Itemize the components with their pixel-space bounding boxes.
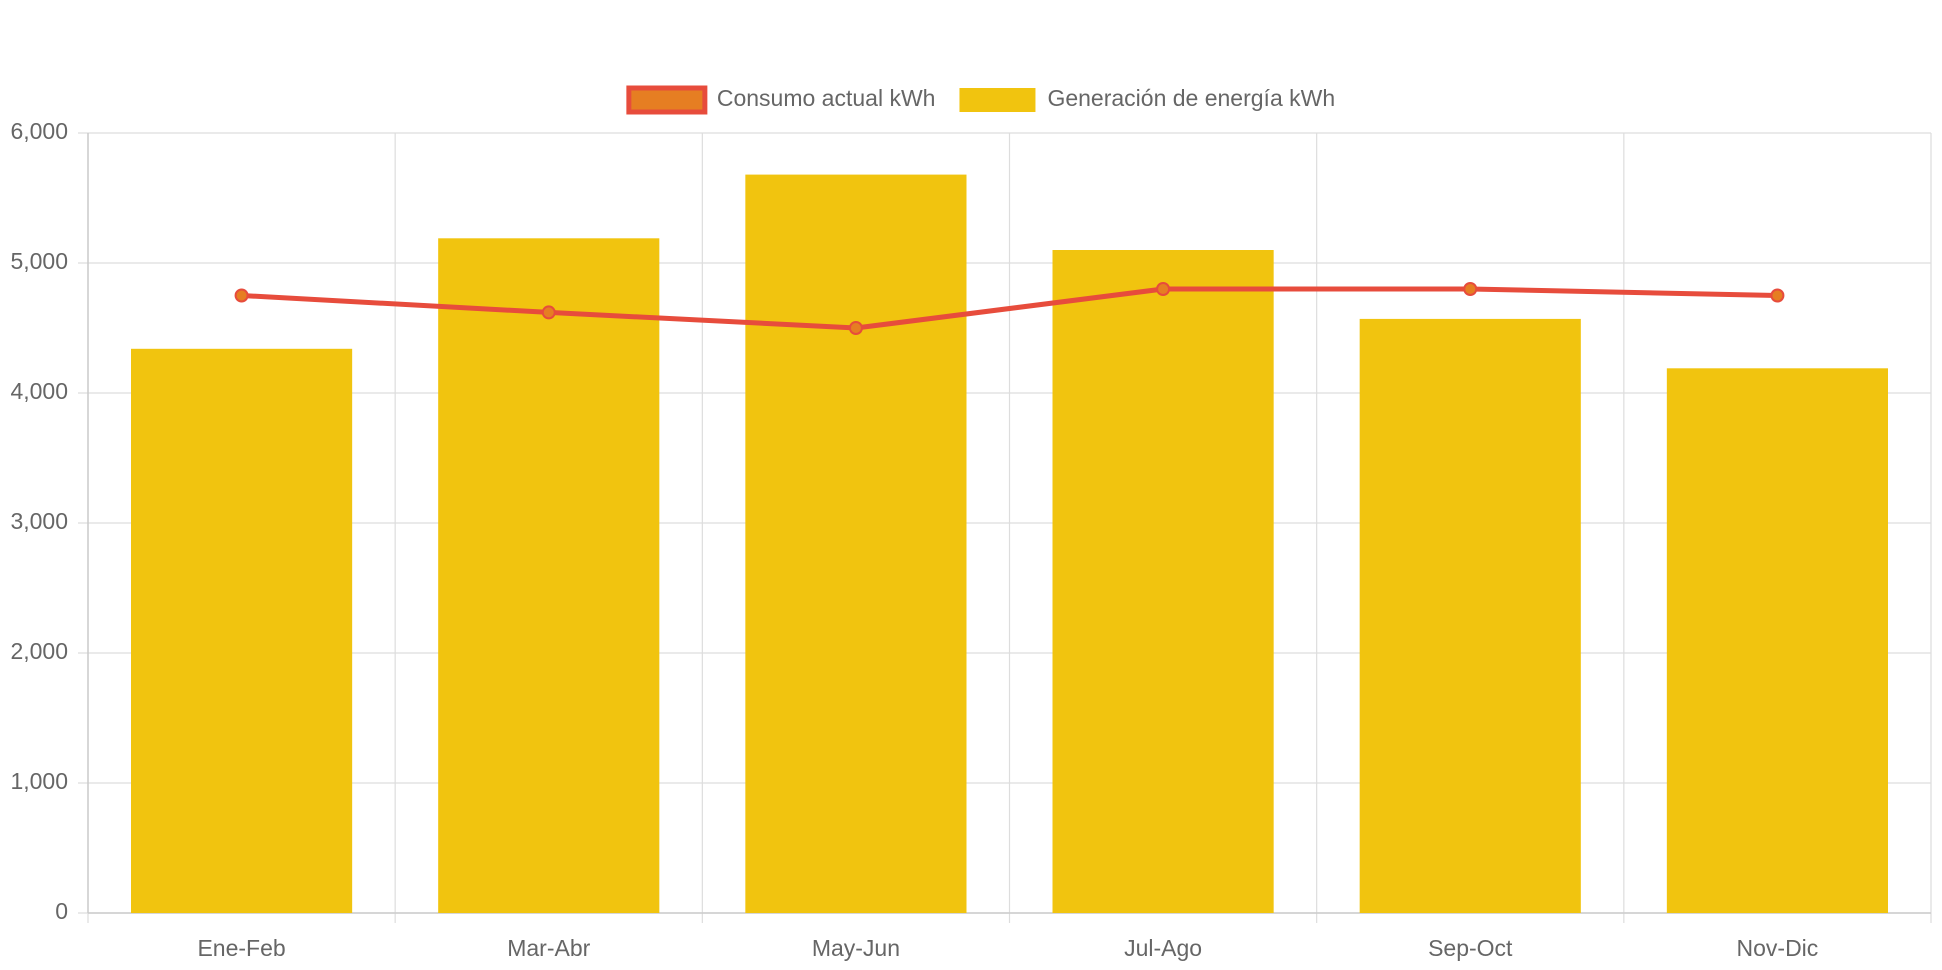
bar: [131, 348, 353, 913]
line-point: [1156, 282, 1171, 296]
legend-swatch: [626, 85, 708, 115]
y-tick-label: 5,000: [10, 248, 68, 274]
x-tick-label: Sep-Oct: [1428, 935, 1513, 961]
x-tick-label: Ene-Feb: [197, 935, 285, 961]
line-point: [848, 321, 863, 335]
y-tick-label: 0: [55, 898, 68, 924]
x-tick-label: Nov-Dic: [1737, 935, 1819, 961]
bar: [438, 238, 660, 914]
line-point: [1770, 288, 1785, 303]
bar: [745, 174, 967, 914]
y-tick-label: 3,000: [10, 508, 68, 534]
legend-label: Generación de energía kWh: [1047, 85, 1335, 111]
x-tick-label: May-Jun: [812, 935, 900, 961]
bar: [1666, 368, 1888, 913]
line-point: [234, 288, 249, 303]
bar: [1359, 318, 1581, 913]
legend-label: Consumo actual kWh: [717, 85, 936, 111]
y-tick-label: 1,000: [10, 768, 68, 794]
x-tick-label: Mar-Abr: [507, 935, 590, 961]
x-tick-label: Jul-Ago: [1124, 935, 1202, 961]
line-point: [1463, 282, 1478, 296]
line-point: [541, 305, 556, 320]
bar: [1052, 250, 1274, 913]
line: [241, 286, 1778, 331]
y-tick-label: 2,000: [10, 638, 68, 664]
y-tick-label: 4,000: [10, 378, 68, 404]
y-tick-label: 6,000: [10, 118, 68, 144]
legend-swatch: [959, 88, 1036, 112]
